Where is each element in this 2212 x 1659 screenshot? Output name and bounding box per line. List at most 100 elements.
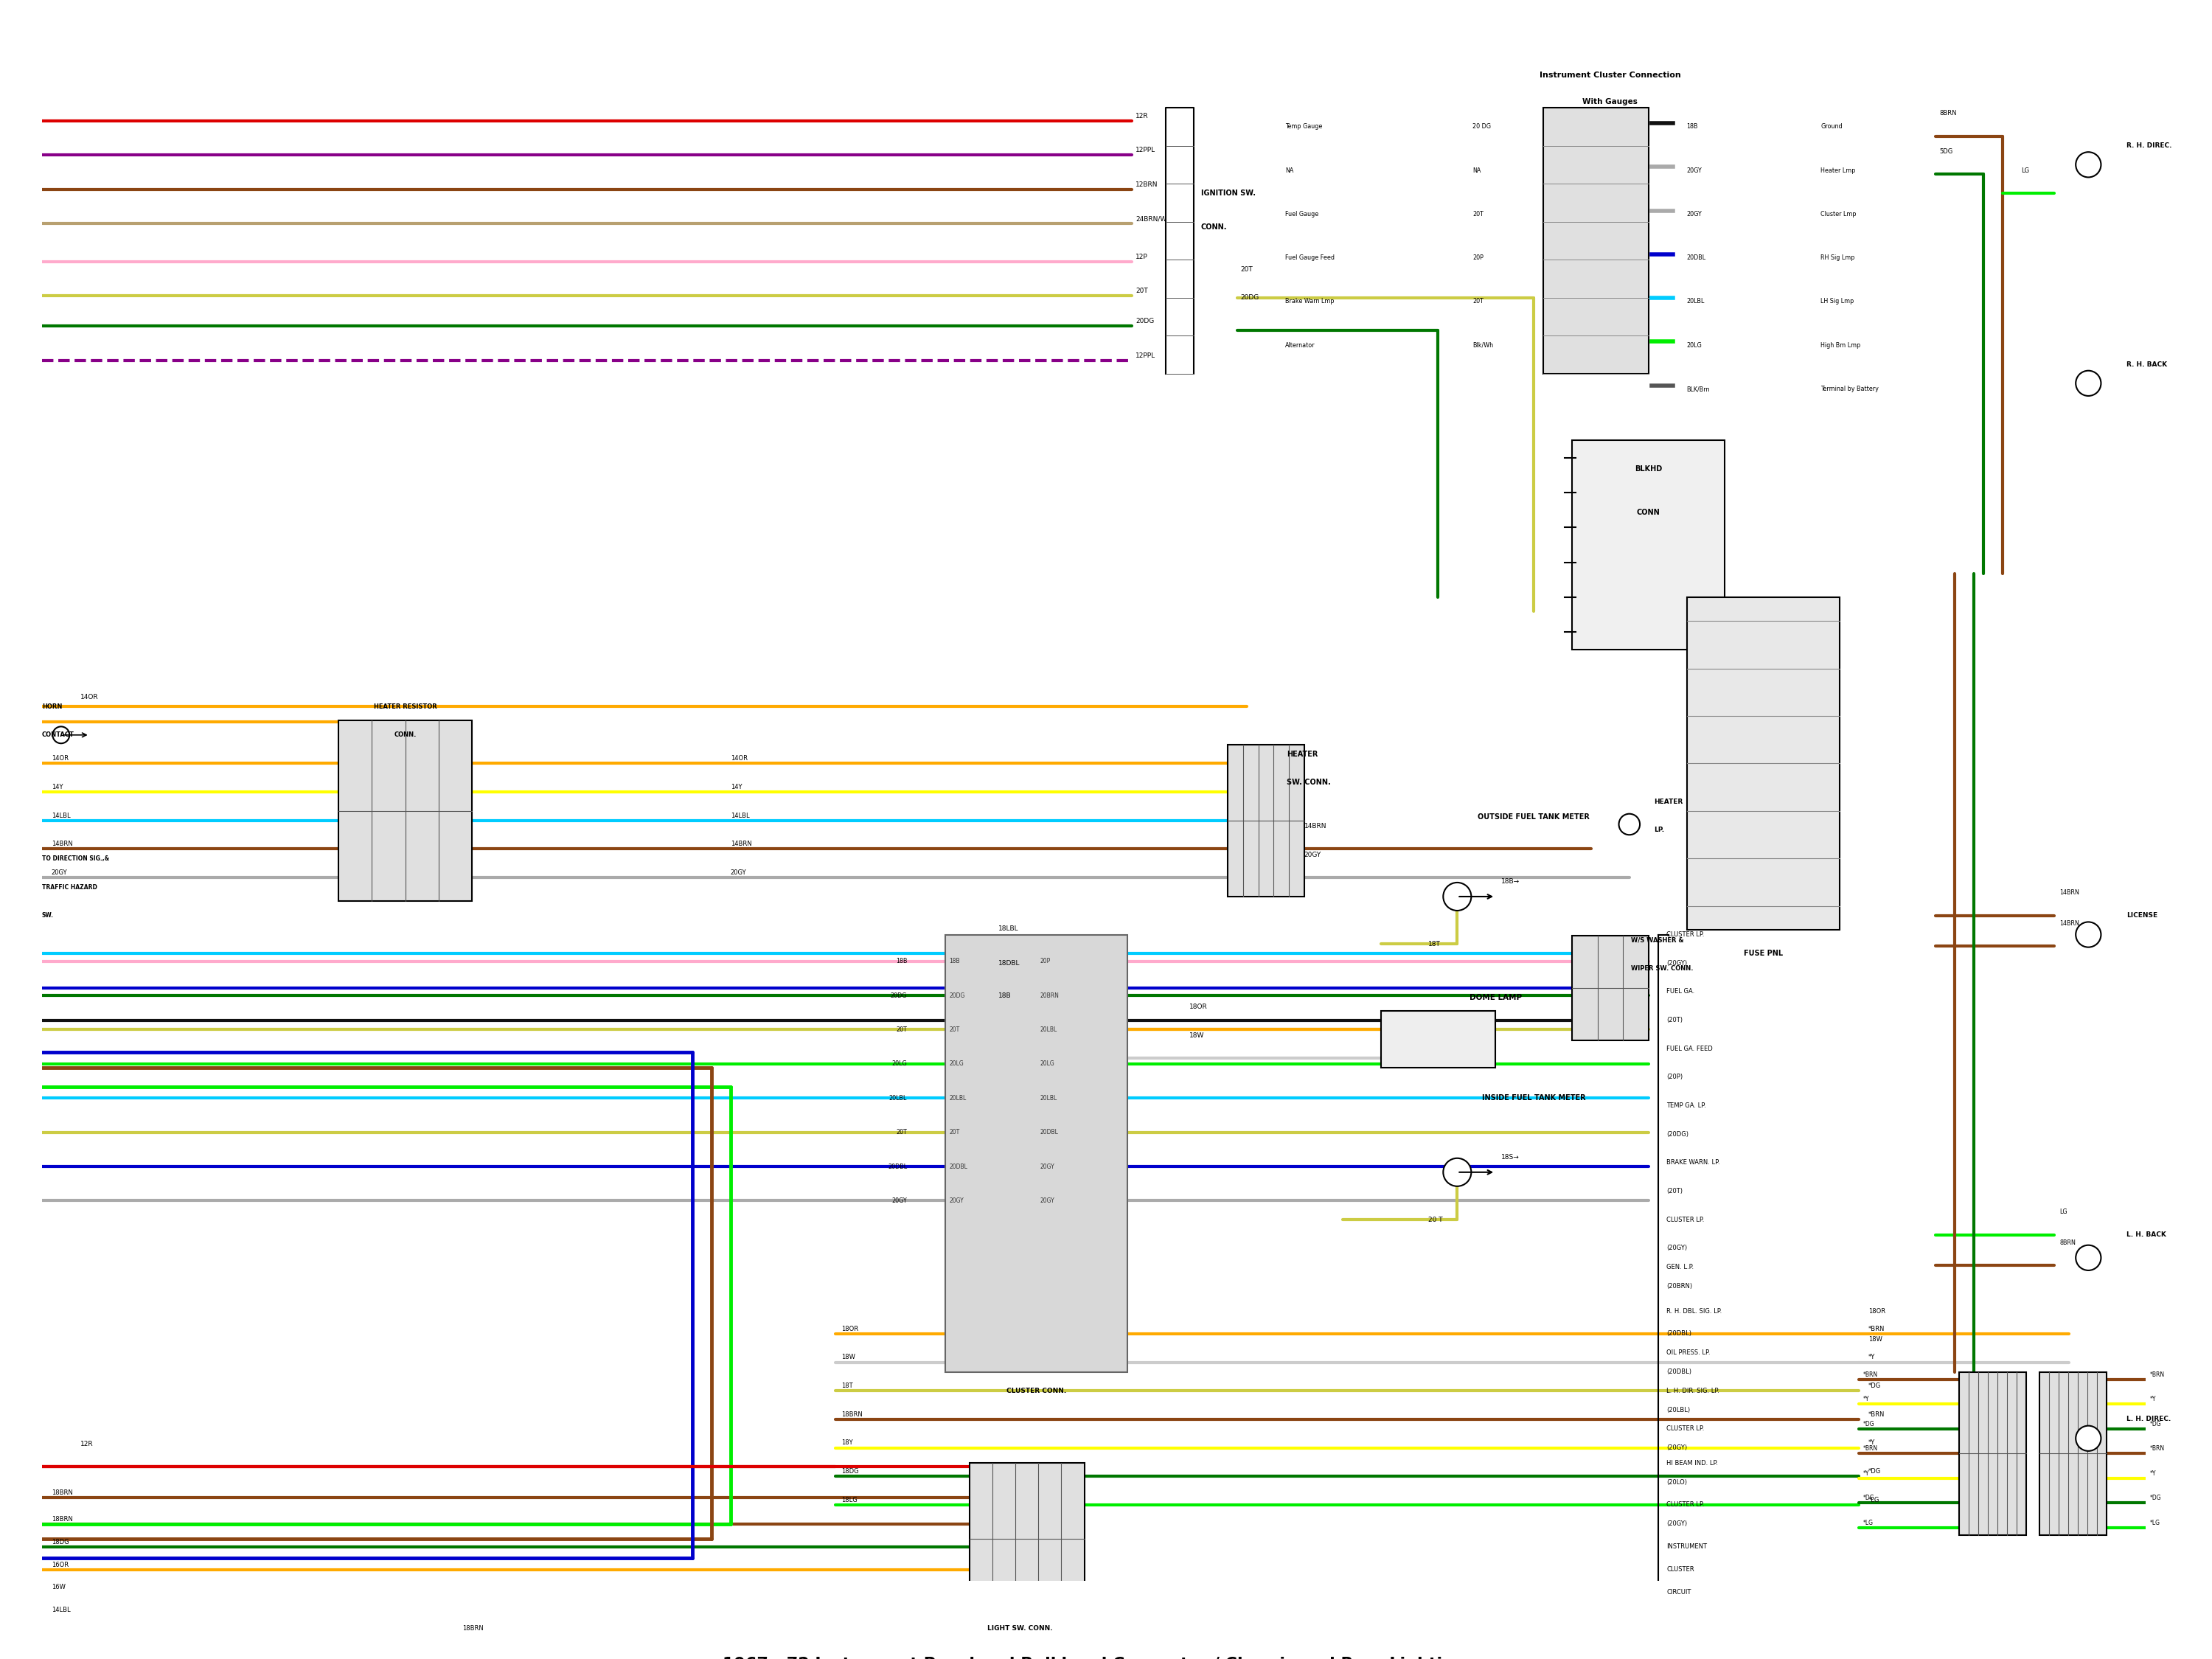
Text: Heater Lmp: Heater Lmp [1820,168,1856,174]
Text: 14BRN: 14BRN [51,841,73,848]
Text: 18S→: 18S→ [1502,1153,1520,1160]
Text: 18BRN: 18BRN [51,1490,73,1496]
Text: 14Y: 14Y [51,783,62,790]
Text: 20T: 20T [949,1027,960,1034]
Text: DOME LAMP: DOME LAMP [1469,994,1522,1000]
Bar [1380,1010,1495,1068]
Text: R. H. DBL. SIG. LP.: R. H. DBL. SIG. LP. [1666,1307,1721,1314]
Bar [1688,597,1840,929]
Text: 20T: 20T [896,1130,907,1136]
Text: CONTACT: CONTACT [42,732,75,738]
Bar [2039,1372,2106,1535]
Circle shape [2075,153,2101,178]
Text: 20LBL: 20LBL [1040,1027,1057,1034]
Text: 5DG: 5DG [1940,148,1953,154]
Text: 20P: 20P [1040,957,1051,964]
Text: OUTSIDE FUEL TANK METER: OUTSIDE FUEL TANK METER [1478,813,1590,821]
Text: *BRN: *BRN [2150,1372,2163,1379]
Text: Cluster Lmp: Cluster Lmp [1820,211,1856,217]
Text: *BRN: *BRN [1863,1372,1878,1379]
Text: *Y: *Y [1869,1440,1876,1447]
Text: (20T): (20T) [1666,1188,1683,1194]
Text: Fuel Gauge: Fuel Gauge [1285,211,1318,217]
Text: CLUSTER CONN.: CLUSTER CONN. [1006,1387,1066,1394]
Bar [1960,1372,2026,1535]
Text: 20GY: 20GY [1305,851,1321,858]
Text: 20GY: 20GY [51,869,66,876]
Text: Terminal by Battery: Terminal by Battery [1820,385,1878,392]
Text: 18OR: 18OR [1869,1307,1885,1314]
Text: 18B: 18B [1688,123,1699,129]
Text: 24BRN/W: 24BRN/W [1135,216,1166,222]
Text: 20GY: 20GY [1040,1198,1055,1204]
Circle shape [2075,1425,2101,1452]
Text: (20GY): (20GY) [1666,961,1688,967]
Text: W/S WASHER &: W/S WASHER & [1630,937,1683,944]
Text: CIRCUIT: CIRCUIT [1666,1589,1690,1596]
Text: L. H. DIREC.: L. H. DIREC. [2126,1417,2170,1423]
Text: *DG: *DG [1863,1495,1874,1501]
Text: (20LBL): (20LBL) [1666,1407,1690,1413]
Text: *DG: *DG [2150,1420,2161,1427]
Text: 14LBL: 14LBL [51,813,71,820]
Text: (20P): (20P) [1666,1073,1683,1080]
Text: 20DBL: 20DBL [1688,254,1705,260]
Text: (20DBL): (20DBL) [1666,1331,1692,1337]
Text: 18B: 18B [949,957,960,964]
Circle shape [2075,922,2101,947]
Text: 20T: 20T [1135,287,1148,294]
Text: 20DBL: 20DBL [949,1163,967,1170]
Text: (20GY): (20GY) [1666,1244,1688,1251]
Text: 14BRN: 14BRN [2059,889,2079,896]
Text: *BRN: *BRN [2150,1445,2163,1452]
Text: *LG: *LG [2150,1520,2159,1526]
Text: CONN: CONN [1637,509,1661,516]
Text: Instrument Cluster Connection: Instrument Cluster Connection [1540,71,1681,80]
Text: 20BRN: 20BRN [1040,992,1060,999]
Circle shape [53,727,69,743]
Text: CLUSTER LP.: CLUSTER LP. [1666,1501,1703,1508]
Text: HORN: HORN [42,703,62,710]
Text: *Y: *Y [2150,1470,2157,1477]
Text: LP.: LP. [1655,826,1666,833]
Text: (20DG): (20DG) [1666,1131,1688,1138]
Text: HI BEAM IND. LP.: HI BEAM IND. LP. [1666,1460,1719,1467]
Text: OIL PRESS. LP.: OIL PRESS. LP. [1666,1349,1710,1355]
Text: High Bm Lmp: High Bm Lmp [1820,342,1860,348]
Text: CLUSTER LP.: CLUSTER LP. [1666,931,1703,937]
Text: *LG: *LG [1869,1496,1880,1503]
Text: 14OR: 14OR [51,755,69,761]
Text: *Y: *Y [1863,1395,1869,1402]
Text: 20DG: 20DG [891,992,907,999]
Bar [969,1463,1084,1616]
Text: FUSE PNL: FUSE PNL [1743,951,1783,957]
Text: 20GY: 20GY [1688,211,1701,217]
Text: SW. CONN.: SW. CONN. [1287,778,1332,786]
Text: 18T: 18T [1429,941,1440,947]
Text: 20P: 20P [1473,254,1484,260]
Text: 14LBL: 14LBL [730,813,750,820]
Text: R. H. BACK: R. H. BACK [2126,362,2168,368]
Text: 14OR: 14OR [730,755,748,761]
Text: 14LBL: 14LBL [51,1608,71,1614]
Text: Fuel Gauge Feed: Fuel Gauge Feed [1285,254,1334,260]
Text: 18BRN: 18BRN [51,1516,73,1523]
Text: 18LBL: 18LBL [998,926,1018,932]
Text: L. H. BACK: L. H. BACK [2126,1231,2166,1238]
Text: (20DBL): (20DBL) [1666,1369,1692,1375]
Text: HEATER: HEATER [1287,750,1318,758]
Text: (20LO): (20LO) [1666,1478,1688,1485]
Text: 12R: 12R [1135,113,1148,119]
Text: 18Y: 18Y [841,1440,854,1447]
Text: 20T: 20T [1241,265,1254,272]
Text: FUEL GA. FEED: FUEL GA. FEED [1666,1045,1712,1052]
Text: 20DG: 20DG [1135,319,1155,325]
Text: INSTRUMENT: INSTRUMENT [1666,1543,1708,1550]
Text: RH Sig Lmp: RH Sig Lmp [1820,254,1856,260]
Text: TEMP GA. LP.: TEMP GA. LP. [1666,1102,1705,1108]
Text: 12P: 12P [1135,254,1148,260]
Text: 18W: 18W [841,1354,856,1360]
Text: 20 DG: 20 DG [1473,123,1491,129]
Circle shape [1619,815,1639,834]
Circle shape [2075,370,2101,397]
